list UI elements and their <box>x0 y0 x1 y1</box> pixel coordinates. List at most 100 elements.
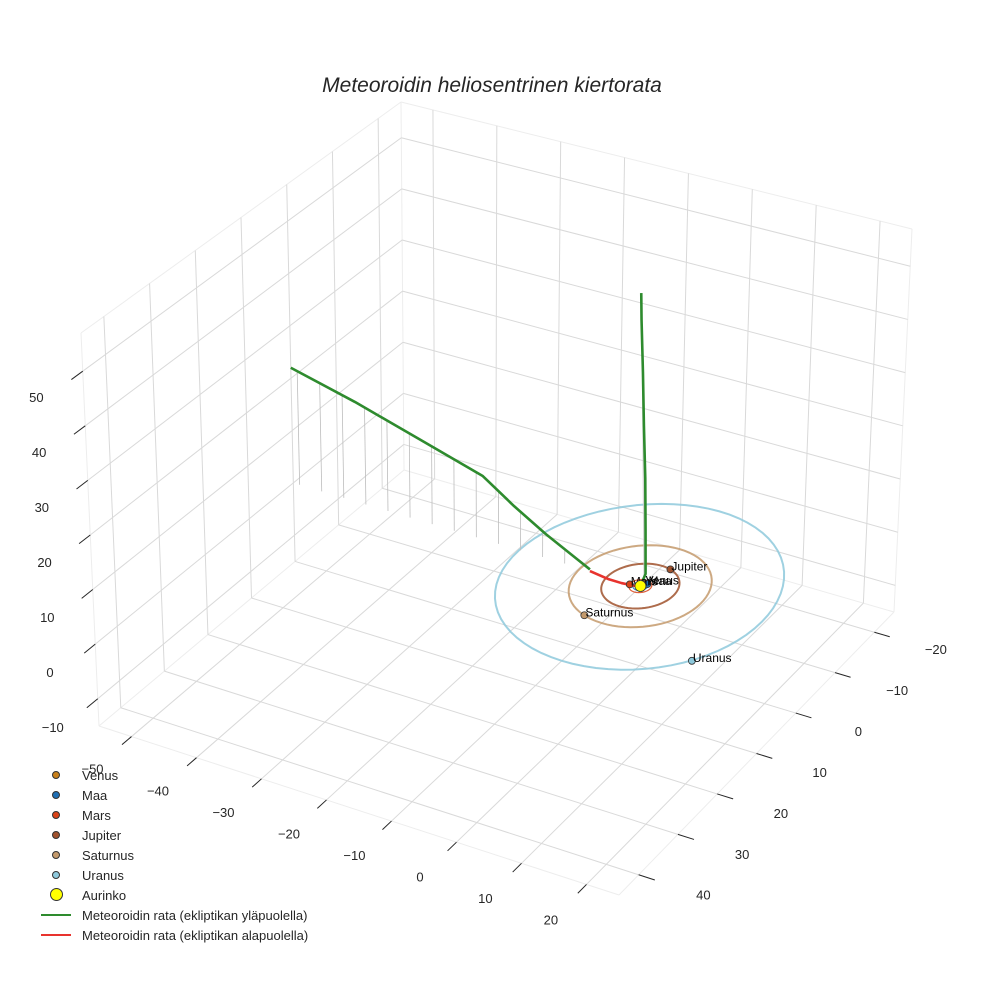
tick <box>82 590 93 599</box>
drop-line <box>297 371 299 485</box>
pane-edge <box>894 229 912 612</box>
pane-edge <box>401 102 404 470</box>
planet-label: Saturnus <box>585 605 633 619</box>
grid-line <box>557 142 561 515</box>
legend-item: Jupiter <box>38 825 308 845</box>
x-tick-label: −10 <box>343 848 365 863</box>
grid-line <box>433 110 435 479</box>
tick <box>835 673 851 678</box>
grid-line <box>401 138 910 266</box>
z-tick-label: 50 <box>29 390 43 405</box>
legend-item: Uranus <box>38 865 308 885</box>
legend-item: Meteoroidin rata (ekliptikan yläpuolella… <box>38 905 308 925</box>
grid-line <box>98 444 404 698</box>
tick <box>639 875 655 880</box>
drop-line <box>364 407 365 504</box>
grid-line <box>88 240 402 480</box>
z-tick-label: 10 <box>40 610 54 625</box>
legend-item: Meteoroidin rata (ekliptikan alapuolella… <box>38 925 308 945</box>
planet-label: Uranus <box>693 651 732 665</box>
line-swatch-icon <box>38 905 74 925</box>
grid-line <box>252 598 757 754</box>
marker-swatch-icon <box>38 765 74 785</box>
y-tick-label: 10 <box>812 765 826 780</box>
tick <box>71 371 82 379</box>
grid-line <box>403 291 903 426</box>
legend-label: Saturnus <box>82 848 134 863</box>
legend-label: Venus <box>82 768 118 783</box>
legend-label: Aurinko <box>82 888 126 903</box>
trajectory-above-incoming <box>291 368 590 570</box>
grid-line <box>83 138 402 371</box>
grid-line <box>90 291 402 535</box>
x-tick-label: 0 <box>416 869 423 884</box>
grid-line <box>378 119 382 489</box>
tick <box>717 794 733 799</box>
grid-line <box>496 126 497 497</box>
y-tick-label: 20 <box>774 806 788 821</box>
z-tick-label: 40 <box>32 445 46 460</box>
grid-line <box>403 342 900 479</box>
y-tick-label: 40 <box>696 888 710 903</box>
marker-swatch-icon <box>38 785 74 805</box>
y-tick-label: 30 <box>735 847 749 862</box>
tick <box>796 713 812 718</box>
tick <box>382 821 391 830</box>
grid-line <box>680 173 689 549</box>
legend-label: Jupiter <box>82 828 121 843</box>
z-tick-label: 0 <box>46 665 53 680</box>
drop-line <box>432 446 433 524</box>
y-tick-label: −20 <box>925 642 947 657</box>
grid-line <box>85 189 401 426</box>
grid-line <box>150 284 165 672</box>
tick <box>87 699 98 708</box>
chart-title: Meteoroidin heliosentrinen kiertorata <box>0 74 984 98</box>
grid-line <box>295 561 796 713</box>
tick <box>757 754 773 759</box>
legend-item: Mars <box>38 805 308 825</box>
planet-label: Jupiter <box>671 559 707 573</box>
z-tick-label: 20 <box>37 555 51 570</box>
tick <box>678 834 694 839</box>
legend-item: Saturnus <box>38 845 308 865</box>
grid-line <box>332 152 338 525</box>
tick <box>122 737 132 745</box>
trajectory-above-outgoing <box>640 293 645 586</box>
pane-edge <box>401 102 912 229</box>
pane-edge <box>81 333 99 726</box>
y-tick-label: −10 <box>886 683 908 698</box>
grid-line <box>195 251 208 635</box>
legend-item: Aurinko <box>38 885 308 905</box>
legend-label: Meteoroidin rata (ekliptikan yläpuolella… <box>82 908 307 923</box>
legend-item: Maa <box>38 785 308 805</box>
marker-swatch-icon <box>38 865 74 885</box>
grid-line <box>863 221 880 603</box>
drop-line <box>387 420 388 511</box>
tick <box>317 800 326 808</box>
y-tick-label: 0 <box>855 724 862 739</box>
grid-line <box>403 393 897 532</box>
tick <box>513 863 522 872</box>
sun-marker <box>635 581 646 592</box>
drop-line <box>320 383 322 491</box>
tick <box>578 884 587 893</box>
marker-swatch-icon <box>38 885 74 905</box>
tick <box>77 480 88 489</box>
grid-line <box>741 189 752 567</box>
tick <box>448 842 457 851</box>
grid-line <box>618 158 624 533</box>
grid-line <box>402 189 908 320</box>
tick <box>79 535 90 544</box>
grid-line <box>402 240 905 373</box>
x-tick-label: 20 <box>544 913 558 928</box>
z-tick-label: −10 <box>42 720 64 735</box>
marker-swatch-icon <box>38 805 74 825</box>
marker-swatch-icon <box>38 845 74 865</box>
legend-label: Maa <box>82 788 107 803</box>
grid-line <box>104 317 121 708</box>
line-swatch-icon <box>38 925 74 945</box>
drop-line <box>342 395 344 498</box>
x-tick-label: 10 <box>478 891 492 906</box>
legend-label: Mars <box>82 808 111 823</box>
